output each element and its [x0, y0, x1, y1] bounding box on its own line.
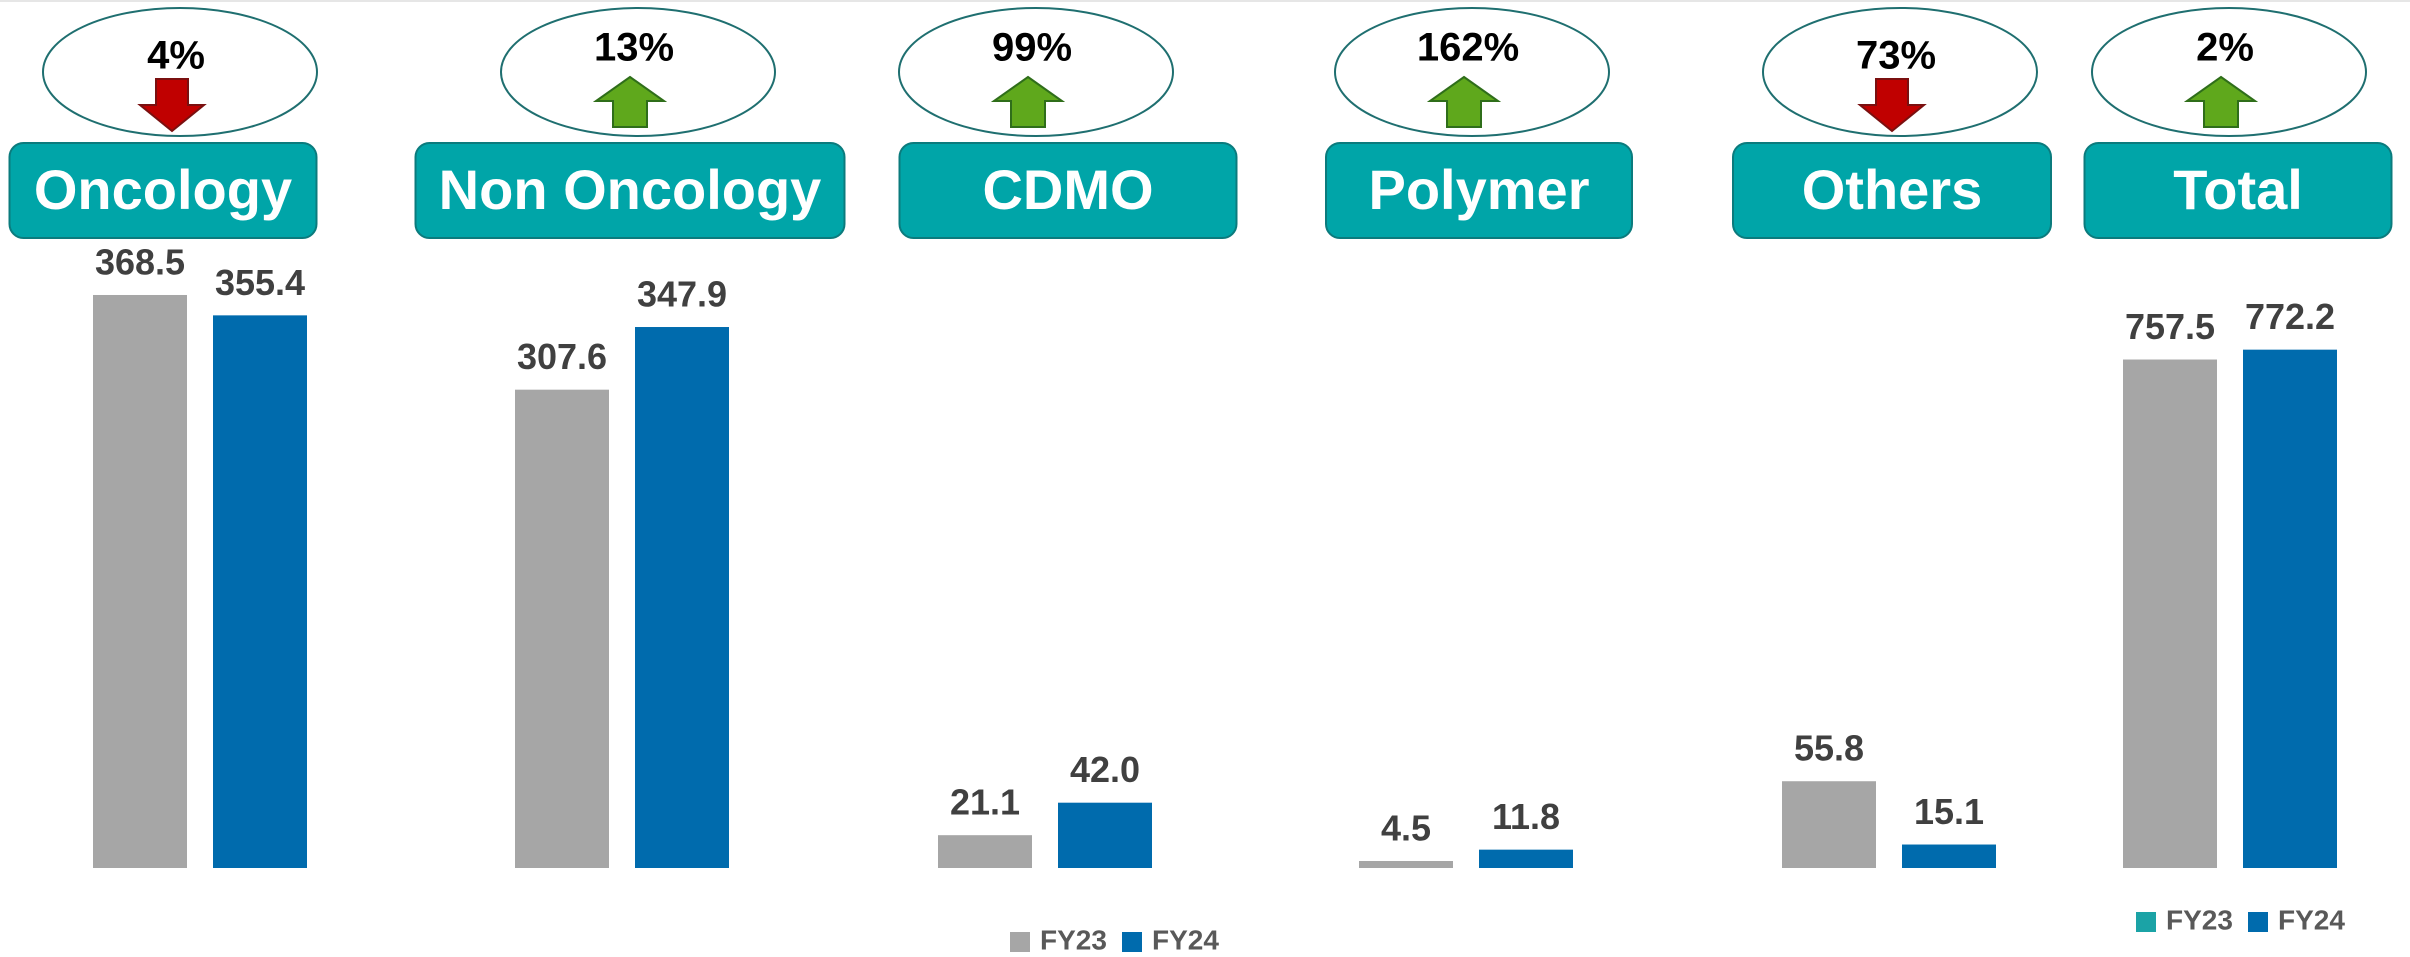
data-label: 15.1 [1914, 791, 1984, 832]
legend-swatch [1010, 932, 1030, 952]
change-oval [42, 7, 318, 137]
bar [515, 389, 609, 868]
legend-label: FY24 [2278, 904, 2345, 935]
data-label: 772.2 [2245, 296, 2335, 337]
category-box [2083, 142, 2393, 239]
category-label: CDMO [982, 158, 1153, 221]
legend-label: FY24 [1152, 924, 1219, 955]
bar [1359, 861, 1453, 868]
category-label: Non Oncology [439, 158, 822, 221]
down-arrow [137, 78, 207, 133]
up-arrow [990, 75, 1066, 128]
category-box [898, 142, 1238, 239]
change-oval [1762, 7, 2038, 137]
data-label: 55.8 [1794, 728, 1864, 769]
category-box [1732, 142, 2052, 239]
data-label: 11.8 [1492, 796, 1560, 837]
category-box [414, 142, 846, 239]
data-label: 355.4 [215, 262, 305, 303]
data-label: 757.5 [2125, 306, 2215, 347]
data-label: 307.6 [517, 336, 607, 377]
bar [1902, 844, 1996, 868]
category-label: Oncology [34, 158, 292, 221]
data-label: 42.0 [1070, 749, 1140, 790]
bar [2243, 349, 2337, 868]
legend-swatch [2248, 912, 2268, 932]
change-label: 99% [992, 26, 1072, 70]
data-label: 347.9 [637, 274, 727, 315]
down-arrow [1857, 78, 1927, 133]
bar [635, 327, 729, 868]
change-label: 13% [594, 26, 674, 70]
legend-swatch [1122, 932, 1142, 952]
legend-label: FY23 [1040, 924, 1107, 955]
data-label: 368.5 [95, 241, 185, 282]
category-label: Total [2173, 158, 2303, 221]
bar [2123, 359, 2217, 868]
up-arrow [2183, 75, 2259, 128]
bar [1479, 849, 1573, 868]
bar [1058, 802, 1152, 868]
category-label: Polymer [1369, 158, 1590, 221]
change-oval [500, 7, 776, 137]
change-oval [898, 7, 1174, 137]
category-box [8, 142, 318, 239]
change-label: 2% [2196, 26, 2254, 70]
bar [938, 835, 1032, 868]
up-arrow [1426, 75, 1502, 128]
data-label: 4.5 [1381, 808, 1431, 849]
change-label: 162% [1417, 26, 1519, 70]
change-label: 73% [1856, 34, 1936, 78]
legend-label: FY23 [2166, 904, 2233, 935]
up-arrow [592, 75, 668, 128]
data-label: 21.1 [950, 782, 1020, 823]
bar [213, 315, 307, 868]
category-label: Others [1802, 158, 1983, 221]
change-oval [1334, 7, 1610, 137]
change-oval [2091, 7, 2367, 137]
legend-swatch [2136, 912, 2156, 932]
change-label: 4% [147, 34, 205, 78]
category-box [1325, 142, 1633, 239]
bar [93, 294, 187, 868]
bar [1782, 781, 1876, 868]
